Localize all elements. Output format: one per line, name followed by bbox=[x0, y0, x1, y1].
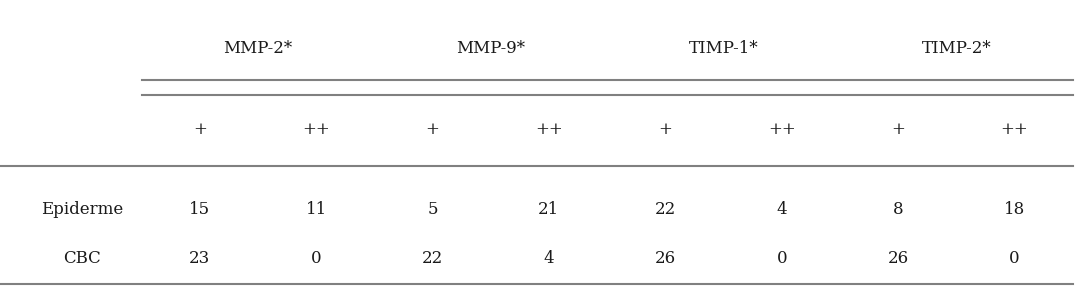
Text: TIMP-1*: TIMP-1* bbox=[688, 40, 758, 57]
Text: +: + bbox=[193, 121, 207, 138]
Text: 26: 26 bbox=[888, 250, 908, 267]
Text: 22: 22 bbox=[421, 250, 443, 267]
Text: 23: 23 bbox=[189, 250, 210, 267]
Text: +: + bbox=[659, 121, 672, 138]
Text: 0: 0 bbox=[1010, 250, 1019, 267]
Text: CBC: CBC bbox=[63, 250, 100, 267]
Text: 18: 18 bbox=[1004, 201, 1025, 218]
Text: 0: 0 bbox=[310, 250, 321, 267]
Text: 21: 21 bbox=[538, 201, 560, 218]
Text: 5: 5 bbox=[427, 201, 438, 218]
Text: Epiderme: Epiderme bbox=[40, 201, 123, 218]
Text: MMP-2*: MMP-2* bbox=[223, 40, 293, 57]
Text: 22: 22 bbox=[654, 201, 676, 218]
Text: +: + bbox=[426, 121, 440, 138]
Text: ++: ++ bbox=[535, 121, 563, 138]
Text: 4: 4 bbox=[543, 250, 554, 267]
Text: 15: 15 bbox=[189, 201, 210, 218]
Text: ++: ++ bbox=[768, 121, 796, 138]
Text: ++: ++ bbox=[1001, 121, 1028, 138]
Text: 8: 8 bbox=[893, 201, 904, 218]
Text: MMP-9*: MMP-9* bbox=[456, 40, 525, 57]
Text: 11: 11 bbox=[306, 201, 327, 218]
Text: 0: 0 bbox=[776, 250, 787, 267]
Text: 26: 26 bbox=[654, 250, 676, 267]
Text: 4: 4 bbox=[776, 201, 787, 218]
Text: ++: ++ bbox=[303, 121, 330, 138]
Text: TIMP-2*: TIMP-2* bbox=[921, 40, 991, 57]
Text: +: + bbox=[891, 121, 905, 138]
